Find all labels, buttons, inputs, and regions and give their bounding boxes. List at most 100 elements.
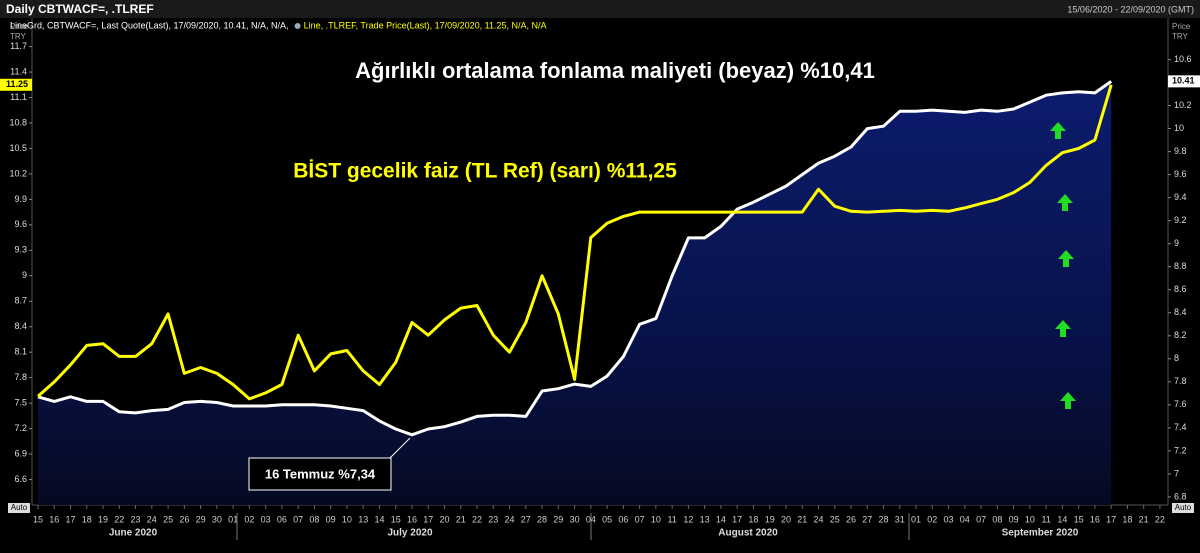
auto-button[interactable] [1172,503,1194,513]
auto-label[interactable]: Auto [11,503,28,512]
line [37,80,1113,437]
x-tick-label: 02 [244,514,254,524]
x-tick-label: 10 [342,514,352,524]
x-tick-label: 19 [765,514,775,524]
auto-label[interactable]: Auto [1175,503,1192,512]
legend-entry: LineGrd, CBTWACF=, Last Quote(Last), 17/… [10,20,289,30]
x-tick-label: 11 [1041,514,1050,524]
y2-tick-label: 8.8 [1174,261,1187,271]
y-tick-label: 10.2 [9,168,27,178]
x-tick-label: 01 [228,514,238,524]
x-tick-label: 24 [505,514,515,524]
x-tick-label: 27 [521,514,531,524]
y-tick-label: 11.4 [10,66,27,76]
y-tick-label: 7.2 [14,423,27,433]
line [37,84,1113,401]
x-tick-label: 24 [147,514,157,524]
x-tick-label: 30 [570,514,580,524]
x-tick-label: 30 [212,514,222,524]
y2-tick-label: 7.4 [1174,422,1187,432]
y2-tick-label: 9 [1174,238,1179,248]
x-tick-label: 29 [553,514,563,524]
x-tick-label: 07 [976,514,986,524]
y-tick-label: 8.4 [14,321,27,331]
x-tick-label: 15 [391,514,401,524]
y2-tick-label: 8.4 [1174,307,1187,317]
y2-tick-label: 10.2 [1174,100,1192,110]
x-tick-label: 23 [131,514,141,524]
month-label: August 2020 [718,528,778,539]
auto-button[interactable] [8,503,30,513]
x-tick-label: 29 [196,514,206,524]
legend-entry: Line, .TLREF, Trade Price(Last), 17/09/2… [304,20,547,30]
x-tick-label: 13 [700,514,710,524]
x-tick-label: 13 [358,514,368,524]
y-tick-label: 11.7 [10,41,27,51]
x-tick-label: 28 [879,514,889,524]
x-tick-label: 17 [1106,514,1116,524]
plot-area [37,80,1113,506]
x-tick-label: 07 [635,514,645,524]
x-tick-label: 21 [1139,514,1149,524]
y2-tick-label: 8 [1174,353,1179,363]
x-tick-label: 22 [472,514,482,524]
x-tick-label: 07 [293,514,303,524]
x-tick-label: 21 [456,514,466,524]
x-tick-label: 09 [326,514,336,524]
x-tick-label: 15 [1074,514,1084,524]
last-value-box [0,78,32,91]
up-arrow [1058,250,1074,267]
callout-line [389,437,411,459]
x-tick-label: 19 [98,514,108,524]
month-label: July 2020 [387,528,432,539]
y2-tick-label: 10 [1174,123,1184,133]
y2-tick-label: 8.2 [1174,330,1187,340]
annotation: BİST gecelik faiz (TL Ref) (sarı) %11,25 [293,160,677,183]
callout-box [248,457,392,491]
y2-tick-label: 9.8 [1174,146,1187,156]
x-tick-label: 22 [1155,514,1165,524]
y2-tick-label: 6.8 [1174,491,1187,501]
y2-tick-label: 7.8 [1174,376,1187,386]
month-label: September 2020 [1002,528,1079,539]
last-value-label: 10.41 [1172,76,1195,86]
x-tick-label: 25 [163,514,173,524]
y2-tick-label: 7 [1174,468,1179,478]
y2-tick-label: 8.6 [1174,284,1187,294]
y2-tick-label: 7.6 [1174,399,1187,409]
date-range: 15/06/2020 - 22/09/2020 (GMT) [1067,4,1194,14]
callout-text: 16 Temmuz %7,34 [265,466,376,481]
area [38,81,1112,506]
y-tick-label: 8.1 [14,347,27,357]
x-tick-label: 22 [114,514,124,524]
x-tick-label: 12 [683,514,693,524]
x-tick-label: 08 [992,514,1002,524]
x-tick-label: 14 [1057,514,1067,524]
x-tick-label: 06 [277,514,287,524]
annotation: Ağırlıklı ortalama fonlama maliyeti (bey… [355,58,875,83]
y-tick-label: 9.9 [14,194,27,204]
x-tick-label: 14 [374,514,384,524]
y-tick-label: 9.3 [14,245,27,255]
month-label: June 2020 [109,528,158,539]
y2-tick-label: 10.6 [1174,54,1192,64]
x-tick-label: 14 [716,514,726,524]
y-tick-label: 6.6 [14,474,27,484]
x-tick-label: 17 [732,514,742,524]
x-tick-label: 09 [1009,514,1019,524]
x-tick-label: 18 [1122,514,1132,524]
x-tick-label: 25 [830,514,840,524]
x-tick-label: 11 [667,514,676,524]
up-arrow [1055,320,1071,337]
x-tick-label: 31 [895,514,905,524]
y-tick-label: 6.9 [14,448,27,458]
y-tick-label: 9 [22,270,27,280]
x-tick-label: 16 [1090,514,1100,524]
axis-label: TRY [10,32,27,41]
arrows [1050,122,1076,409]
last-value-label: 11.25 [6,79,28,89]
x-tick-label: 17 [423,514,433,524]
y-tick-label: 10.8 [9,117,27,127]
